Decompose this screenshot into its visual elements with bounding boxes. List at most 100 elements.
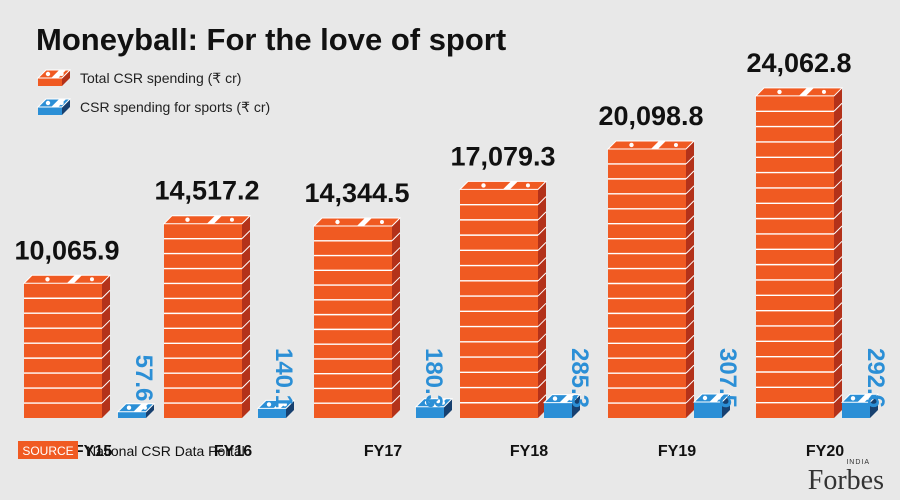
total-stack-slab-edge xyxy=(101,349,111,359)
sports-stack xyxy=(116,403,156,418)
total-stack-slab-edge xyxy=(241,334,251,344)
total-stack-bill-mark xyxy=(673,142,678,147)
source-text: National CSR Data Portal xyxy=(86,443,245,459)
category-label: FY20 xyxy=(806,443,844,460)
total-stack-front xyxy=(460,189,538,418)
sports-value-label: 57.6 xyxy=(130,355,157,402)
total-stack-front xyxy=(314,226,392,418)
sports-stack-bill-mark xyxy=(552,396,558,401)
total-stack-slab-edge xyxy=(241,394,251,404)
total-stack-front xyxy=(756,95,834,418)
total-stack-slab-edge xyxy=(391,380,401,389)
sports-stack xyxy=(840,393,880,418)
sports-stack-bill-mark xyxy=(850,396,856,401)
legend-sports-label: CSR spending for sports (₹ cr) xyxy=(80,99,270,115)
source-tag-bg xyxy=(18,441,78,459)
total-stack-slab-edge xyxy=(537,318,547,327)
total-stack-slab-edge xyxy=(537,394,547,404)
total-stack-slab-edge xyxy=(685,215,695,225)
total-stack-slab-edge xyxy=(685,245,695,254)
legend-total-icon xyxy=(36,69,72,86)
total-stack-bill-mark xyxy=(89,277,94,282)
total-value-label: 20,098.8 xyxy=(598,101,703,131)
total-stack-bill-mark xyxy=(335,219,340,225)
sports-stack-bill-mark xyxy=(424,400,430,405)
total-stack xyxy=(162,215,252,418)
sports-stack-front xyxy=(118,411,146,418)
total-stack-slab-edge xyxy=(833,225,843,235)
total-stack-slab-edge xyxy=(833,240,843,250)
total-stack-slab-edge xyxy=(685,230,695,240)
forbes-wordmark: Forbes xyxy=(808,465,884,496)
total-stack-slab-edge xyxy=(685,260,695,269)
total-stack-slab-edge xyxy=(833,348,843,358)
sports-stack-front xyxy=(258,408,286,418)
total-stack-slab-edge xyxy=(685,349,695,359)
category-label: FY17 xyxy=(364,443,402,460)
total-stack-bill-mark xyxy=(481,183,486,188)
sports-stack-bill-mark xyxy=(440,400,445,405)
sports-stack-band xyxy=(133,403,149,412)
total-stack-slab-edge xyxy=(685,200,695,210)
total-stack-slab-edge xyxy=(833,332,843,342)
total-stack-bill-mark xyxy=(777,89,782,95)
category-label: FY19 xyxy=(658,443,696,460)
sports-stack-side xyxy=(286,400,294,418)
total-stack xyxy=(22,274,112,418)
total-value-label: 14,517.2 xyxy=(154,176,259,206)
total-value-label: 24,062.8 xyxy=(746,48,851,78)
total-stack-slab-edge xyxy=(833,148,843,158)
total-stack-slab-edge xyxy=(241,275,251,284)
total-stack-slab-edge xyxy=(685,364,695,374)
sports-stack xyxy=(256,399,296,418)
total-stack-slab-edge xyxy=(391,247,401,256)
total-stack xyxy=(458,180,548,418)
total-stack-slab-edge xyxy=(391,276,401,286)
total-stack-top xyxy=(162,215,252,225)
total-stack-slab-edge xyxy=(537,363,547,373)
total-stack-slab-edge xyxy=(685,290,695,299)
total-stack-top xyxy=(458,180,548,190)
sports-stack-bill-mark xyxy=(702,395,708,401)
total-stack-slab-edge xyxy=(833,363,843,373)
sports-stack-bill-mark xyxy=(718,396,723,400)
source: SOURCE National CSR Data Portal xyxy=(18,441,245,459)
total-stack-slab-edge xyxy=(391,350,401,360)
legend-total-icon-bundle-band xyxy=(51,70,67,78)
total-stack-slab-edge xyxy=(537,379,547,388)
total-stack-slab-edge xyxy=(685,155,695,165)
total-stack-slab-edge xyxy=(391,365,401,375)
total-stack-top xyxy=(606,140,696,150)
total-stack-bill-mark xyxy=(229,217,234,222)
total-stack-band xyxy=(650,140,666,149)
total-stack-band xyxy=(356,218,372,227)
total-stack-slab-edge xyxy=(101,289,111,299)
total-stack-slab-edge xyxy=(833,394,843,404)
total-stack-slab-edge xyxy=(537,333,547,343)
total-stack-slab-edge xyxy=(101,304,111,314)
sports-stack-front xyxy=(694,402,722,418)
legend-sports-icon-bundle-side xyxy=(62,99,70,115)
total-stack-slab-edge xyxy=(685,170,695,180)
sports-stack-side xyxy=(146,403,154,418)
legend-total-icon-bundle xyxy=(36,69,72,86)
total-stack-slab-edge xyxy=(833,378,843,388)
forbes-logo: INDIA Forbes xyxy=(808,459,884,496)
chart-title: Moneyball: For the love of sport xyxy=(36,22,506,57)
sports-value-label: 285.3 xyxy=(566,348,593,408)
total-stack-bill-mark xyxy=(379,220,384,225)
sports-stack-front xyxy=(842,402,870,418)
total-stack-slab-edge xyxy=(101,364,111,374)
sports-stack-bill-mark xyxy=(282,402,287,407)
total-stack-slab-edge xyxy=(685,305,695,314)
total-stack-slab-edge xyxy=(241,349,251,359)
total-stack-slab-edge xyxy=(391,321,401,330)
legend-total-icon-bundle-bill-mark xyxy=(59,72,64,76)
total-stack-slab-edge xyxy=(833,179,843,189)
sports-value-label: 180.3 xyxy=(420,348,447,408)
total-stack-slab-edge xyxy=(241,305,251,314)
bars: 10,065.9 57.6 FY15 14,517.2 140.1 FY16 14,344.… xyxy=(14,48,889,460)
total-stack-band xyxy=(502,181,518,190)
total-stack-bill-mark xyxy=(525,183,530,188)
total-stack-slab-edge xyxy=(101,379,111,389)
